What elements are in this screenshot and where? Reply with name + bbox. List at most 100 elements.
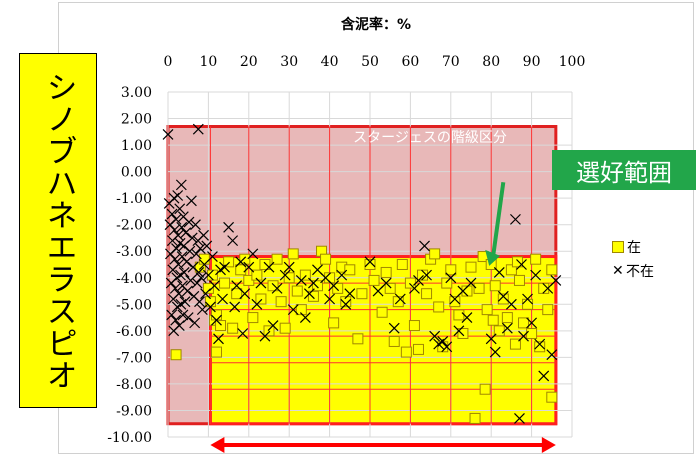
data-point-present [340,296,352,308]
data-point-present [263,325,275,337]
data-point-present [526,328,538,339]
data-point-absent [190,248,202,260]
data-point-present [356,288,368,300]
legend-label-present: 在 [627,240,641,256]
data-point-present [546,391,558,403]
data-point-present [513,274,525,286]
data-point-present [227,322,239,334]
data-point-absent [279,269,291,281]
range-arrow-head-left [210,437,225,453]
data-point-present [408,320,420,332]
data-point-present [251,269,263,281]
data-point-absent [267,320,279,331]
data-point-absent [171,243,182,255]
data-point-absent [192,123,204,135]
data-point-absent [263,261,275,273]
data-point-absent [174,203,186,215]
data-point-absent [172,190,184,201]
data-point-absent [223,221,235,233]
data-point-present [501,312,513,324]
data-point-absent [489,346,501,358]
data-point-absent [287,304,299,316]
data-point-present [223,256,235,268]
data-point-absent [364,256,376,268]
data-point-absent [173,259,184,270]
callout-arrow-shaft [491,181,506,257]
data-point-absent [170,213,182,225]
callout-arrow-head [485,249,501,266]
data-point-absent [514,412,525,424]
data-point-present [522,298,534,310]
region-layer [166,125,558,426]
data-point-present [487,314,499,326]
data-point-present [421,288,433,300]
data-point-absent [308,277,319,289]
y-tick-label: 0.00 [121,165,152,181]
legend-square-icon [612,241,624,253]
legend-item-present: 在 [612,235,654,259]
data-point-absent [211,314,222,326]
data-point-present [469,412,481,424]
data-point-present [542,304,554,316]
data-point-absent [169,253,181,265]
data-point-absent [169,282,181,294]
data-point-absent [526,317,538,329]
stage-class-label: スタージェスの階級区分 [353,130,507,146]
data-point-absent [437,336,449,347]
data-point-present [511,256,523,268]
data-point-absent [219,261,230,273]
data-point-absent [324,293,336,305]
data-point-absent [166,309,178,321]
data-point-absent [303,288,315,300]
data-point-present [320,253,332,265]
data-point-present [170,349,182,361]
data-point-absent [441,341,453,353]
data-point-absent [173,320,185,331]
data-point-absent [336,269,348,281]
x-tick-label: 10 [199,54,217,70]
data-point-present [271,253,283,265]
y-tick-label: -7.00 [116,350,152,366]
data-point-absent [380,277,392,289]
data-point-absent [522,293,533,305]
legend-item-absent: ✕ 不在 [612,259,654,283]
data-point-absent [394,293,406,305]
data-point-absent [190,219,201,231]
data-point-absent [421,269,432,281]
data-point-absent [538,370,550,382]
data-point-present [530,253,542,265]
data-point-absent [184,245,196,257]
data-point-present [481,304,493,316]
data-point-absent [271,282,283,294]
data-point-absent [217,293,228,305]
data-point-present [202,282,214,294]
data-point-absent [546,349,558,361]
data-point-absent [259,330,271,342]
data-point-present [465,261,477,273]
y-tick-label: -10.00 [107,430,152,446]
data-point-absent [510,213,521,225]
data-point-absent [465,277,477,289]
y-tick-label: 1.00 [121,138,152,154]
data-point-absent [485,333,497,345]
data-point-present [479,383,491,395]
data-point-absent [198,229,209,241]
data-point-present [219,277,231,289]
data-point-absent [239,288,251,300]
data-point-absent [243,261,255,273]
y-tick-label: -1.00 [116,191,152,207]
data-point-absent [255,277,267,289]
data-point-present [509,338,521,350]
data-point-absent [175,179,187,191]
data-point-absent [518,330,529,342]
data-point-present [497,293,509,305]
data-point-absent [453,325,465,337]
legend-cross-icon: ✕ [612,263,624,279]
data-point-present [287,248,299,260]
data-point-present [380,266,392,278]
data-point-absent [409,282,420,294]
data-point-present [489,280,501,292]
y-tick-label: -8.00 [116,377,152,393]
data-point-absent [186,195,197,207]
